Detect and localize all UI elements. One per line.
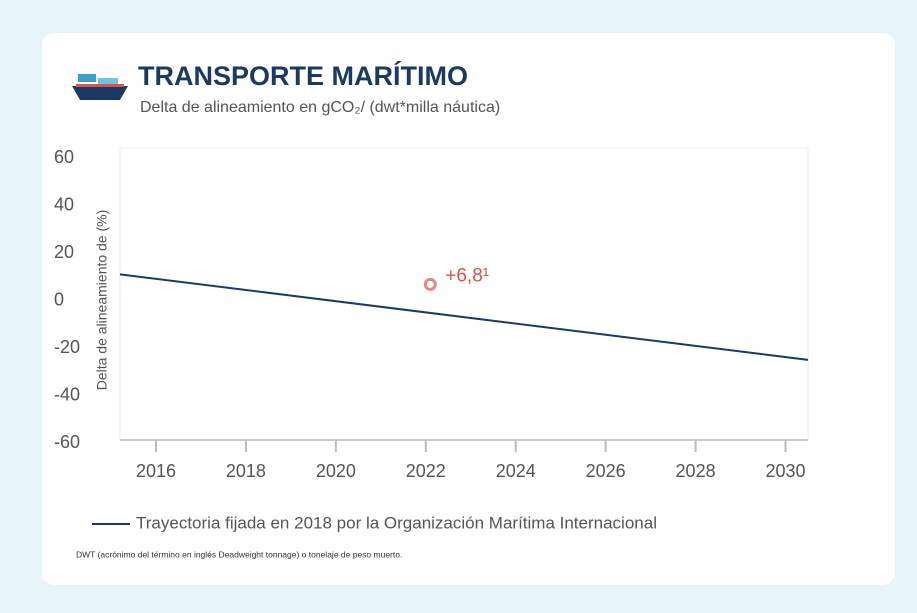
y-tick-label: 60 xyxy=(54,147,74,167)
x-tick-label: 2020 xyxy=(316,461,356,481)
y-tick-label: -40 xyxy=(54,384,80,404)
data-label: +6,8¹ xyxy=(445,265,489,286)
ship-icon xyxy=(72,74,128,100)
chart-subtitle: Delta de alineamiento en gCO₂/ (dwt*mill… xyxy=(140,99,500,116)
y-tick-label: 40 xyxy=(54,194,74,214)
y-tick-label: 20 xyxy=(54,242,74,262)
card xyxy=(42,33,895,585)
x-tick-label: 2018 xyxy=(226,461,266,481)
x-tick-label: 2024 xyxy=(496,461,536,481)
line-series xyxy=(119,273,809,361)
x-tick-label: 2026 xyxy=(586,461,626,481)
chart-title: TRANSPORTE MARÍTIMO xyxy=(138,60,468,91)
y-axis-label: Delta de alineamiento de (%) xyxy=(94,210,110,391)
x-tick-label: 2030 xyxy=(765,461,805,481)
y-tick-label: -20 xyxy=(54,337,80,357)
x-tick-label: 2022 xyxy=(406,461,446,481)
legend-label: Trayectoria fijada en 2018 por la Organi… xyxy=(136,513,657,532)
data-point xyxy=(423,277,437,291)
x-tick-label: 2028 xyxy=(676,461,716,481)
x-tick-label: 2016 xyxy=(136,461,176,481)
footnote: DWT (acrónimo del término en inglés Dead… xyxy=(76,549,402,559)
y-tick-label: 0 xyxy=(54,289,64,309)
y-tick-label: -60 xyxy=(54,432,80,452)
